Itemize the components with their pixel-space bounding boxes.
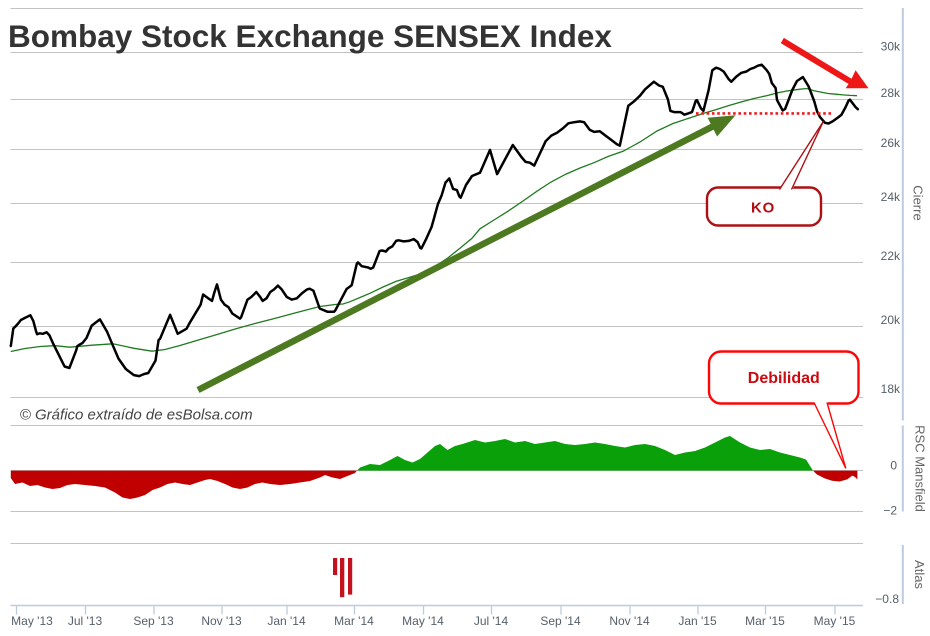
svg-text:Atlas: Atlas	[912, 560, 927, 589]
svg-text:Bombay Stock Exchange SENSEX I: Bombay Stock Exchange SENSEX Index	[8, 18, 612, 54]
svg-text:May '13: May '13	[11, 614, 53, 628]
svg-text:Mar '14: Mar '14	[334, 614, 374, 628]
svg-text:Cierre: Cierre	[911, 185, 926, 220]
svg-text:May '14: May '14	[402, 614, 444, 628]
svg-text:Jul '14: Jul '14	[474, 614, 509, 628]
svg-text:Nov '13: Nov '13	[201, 614, 242, 628]
svg-text:18k: 18k	[881, 382, 901, 396]
svg-text:Mar '15: Mar '15	[745, 614, 785, 628]
svg-text:Nov '14: Nov '14	[609, 614, 650, 628]
svg-text:24k: 24k	[881, 190, 901, 204]
svg-text:Sep '14: Sep '14	[540, 614, 581, 628]
svg-text:28k: 28k	[881, 86, 901, 100]
svg-text:© Gráfico extraído de esBolsa.: © Gráfico extraído de esBolsa.com	[20, 407, 253, 424]
svg-text:20k: 20k	[881, 313, 901, 327]
svg-text:RSC Mansfield: RSC Mansfield	[913, 425, 928, 512]
svg-text:KO: KO	[751, 199, 775, 216]
svg-text:−2: −2	[883, 504, 897, 518]
svg-text:22k: 22k	[881, 249, 901, 263]
svg-text:Jan '15: Jan '15	[678, 614, 717, 628]
svg-text:Jul '13: Jul '13	[68, 614, 103, 628]
svg-text:26k: 26k	[881, 136, 901, 150]
svg-text:Debilidad: Debilidad	[748, 370, 820, 387]
svg-text:May '15: May '15	[814, 614, 856, 628]
svg-text:Sep '13: Sep '13	[133, 614, 174, 628]
svg-text:Jan '14: Jan '14	[267, 614, 306, 628]
svg-text:−0.8: −0.8	[875, 592, 899, 606]
svg-text:0: 0	[890, 459, 897, 473]
svg-text:30k: 30k	[881, 39, 901, 53]
